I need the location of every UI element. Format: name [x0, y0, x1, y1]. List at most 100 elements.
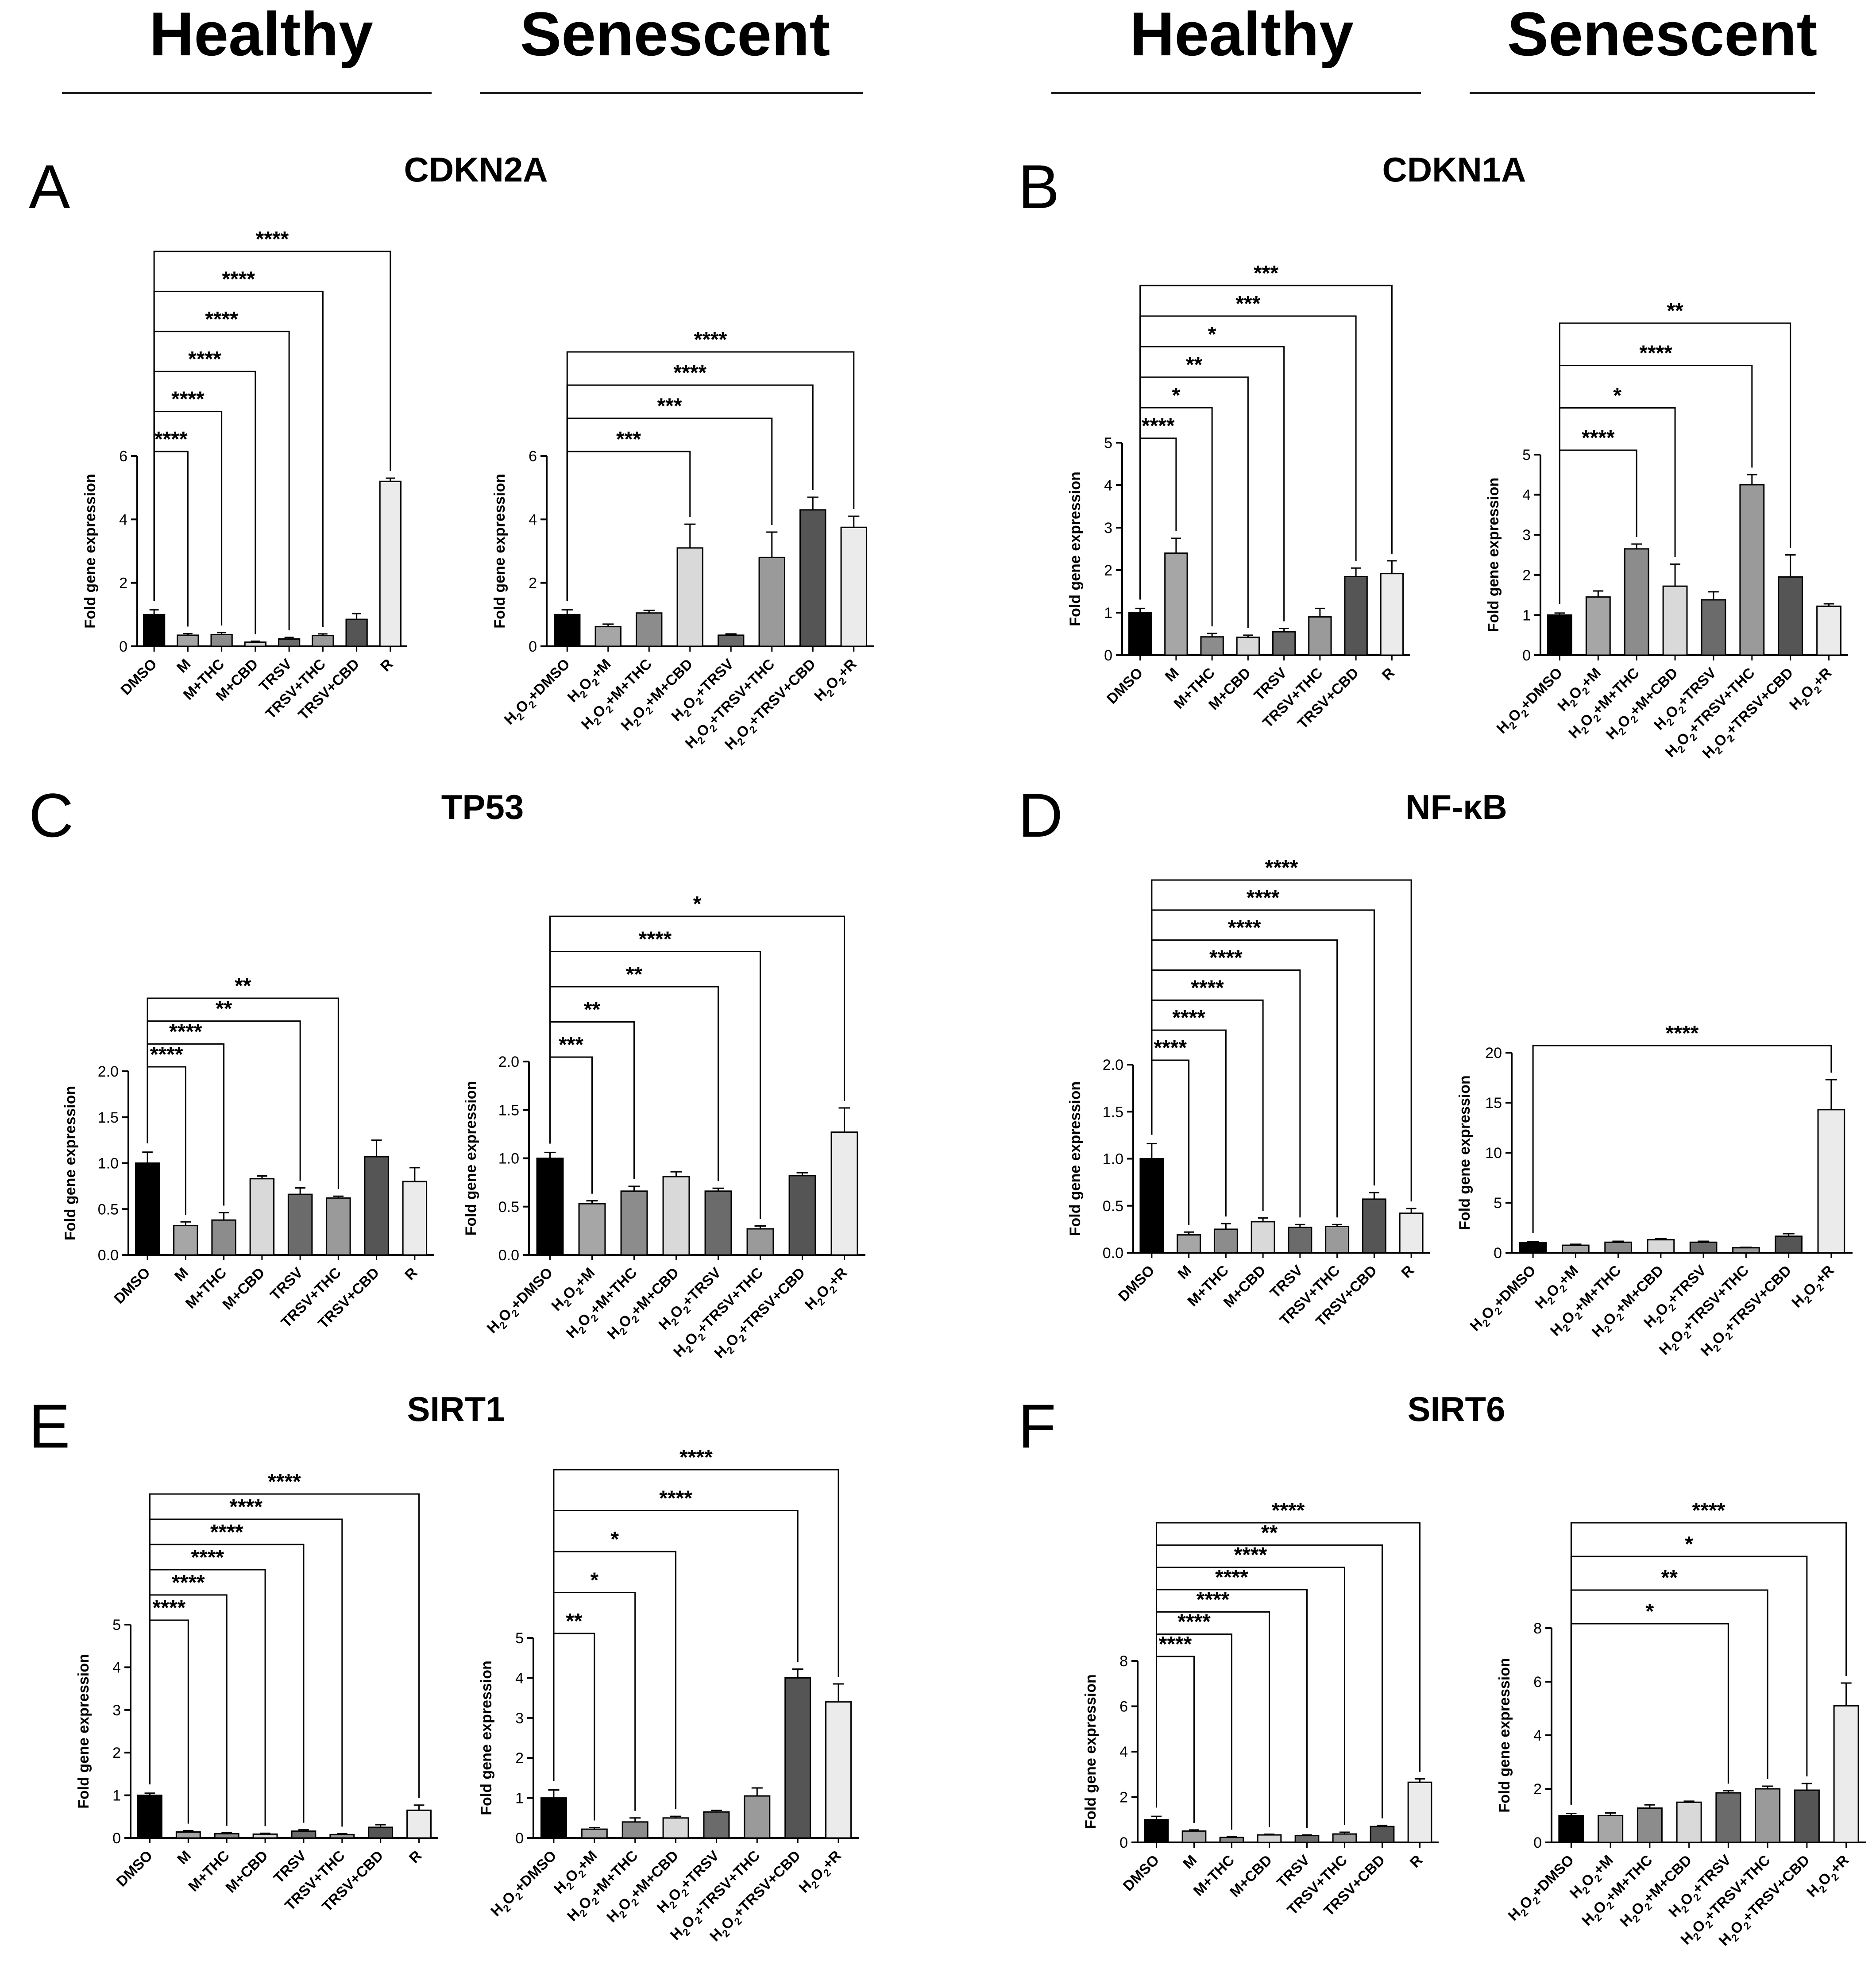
significance-label: **** [1234, 1544, 1267, 1567]
bar [278, 638, 301, 647]
significance-label: ** [584, 998, 601, 1022]
x-tick-label: M [174, 656, 194, 676]
y-tick-label: 0.0 [1103, 1245, 1123, 1262]
x-tick-label: M [171, 1264, 192, 1285]
y-axis-label: Fold gene expression [82, 474, 99, 629]
significance-label: **** [153, 1596, 186, 1620]
bar [137, 1795, 162, 1839]
x-tick-label: R [377, 656, 396, 675]
y-tick-label: 6 [1119, 1699, 1128, 1715]
panel-letter: A [29, 152, 70, 221]
significance-bracket [1156, 1656, 1195, 1823]
bar [291, 1830, 317, 1839]
x-tick-label: DMSO [111, 1264, 153, 1307]
significance-label: **** [1692, 1499, 1725, 1522]
significance-bracket [149, 1493, 420, 1798]
chart-7: 0 5 10 15 20 Fold gene expression H2O2+DMSO H2O… [1456, 1022, 1853, 1359]
bar [312, 635, 334, 647]
x-tick-label: M+CBD [1220, 1262, 1269, 1311]
significance-label: **** [639, 928, 672, 951]
y-tick-label: 2 [515, 1750, 524, 1767]
chart-title: SIRT1 [407, 1390, 505, 1428]
significance-label: **** [1177, 1610, 1211, 1634]
y-tick-label: 15 [1485, 1095, 1502, 1112]
chart-title: NF-κB [1405, 788, 1507, 826]
x-tick-label: DMSO [117, 656, 160, 698]
x-tick-label: DMSO [1103, 664, 1146, 707]
chart-title: TP53 [441, 788, 524, 826]
y-tick-label: 6 [119, 448, 127, 465]
significance-label: **** [1154, 1036, 1187, 1060]
y-tick-label: 0.5 [1103, 1198, 1123, 1215]
bar [536, 1158, 564, 1256]
x-tick-label: DMSO [1115, 1262, 1158, 1305]
chart-title: SIRT6 [1407, 1390, 1505, 1428]
bar [1407, 1781, 1432, 1843]
bar [784, 1677, 811, 1839]
y-tick-label: 4 [515, 1670, 524, 1687]
y-tick-label: 2 [529, 575, 537, 592]
y-axis-label: Fold gene expression [1082, 1674, 1099, 1829]
significance-label: ** [1186, 353, 1203, 377]
x-tick-label: M [174, 1847, 194, 1868]
significance-label: *** [1235, 292, 1260, 316]
bar [1775, 1235, 1803, 1254]
bar [704, 1190, 732, 1256]
y-tick-label: 4 [1119, 1744, 1128, 1761]
bar [1624, 548, 1649, 656]
y-tick-label: 1.5 [98, 1109, 119, 1126]
bar [554, 614, 581, 647]
bar [1380, 573, 1404, 656]
significance-bracket [553, 1551, 677, 1810]
bar [1562, 1244, 1590, 1254]
bar [1219, 1837, 1244, 1843]
y-tick-label: 0.0 [98, 1247, 119, 1264]
y-tick-label: 0.5 [498, 1199, 519, 1216]
significance-bracket [1532, 1045, 1832, 1233]
y-tick-label: 5 [1494, 1195, 1502, 1212]
significance-bracket [1570, 1589, 1768, 1805]
significance-label: *** [559, 1033, 583, 1057]
header-left-senescent: Senescent [520, 0, 830, 69]
bar [1139, 1158, 1164, 1254]
significance-bracket [549, 915, 845, 1144]
y-tick-label: 0 [1533, 1834, 1542, 1851]
bar [244, 641, 267, 647]
bar [287, 1193, 313, 1256]
significance-label: **** [229, 1495, 262, 1519]
bar [1585, 596, 1611, 656]
significance-label: **** [1247, 886, 1280, 910]
bar [1833, 1705, 1859, 1843]
y-tick-label: 3 [515, 1710, 524, 1727]
bar [620, 1190, 648, 1256]
bar [1128, 612, 1152, 656]
bar [1604, 1241, 1632, 1254]
bar [1177, 1234, 1201, 1254]
bar [1778, 576, 1803, 656]
significance-bracket [1151, 999, 1264, 1211]
bar [1362, 1198, 1386, 1254]
significance-label: **** [188, 347, 221, 371]
significance-bracket [1156, 1522, 1421, 1808]
y-tick-label: 1.0 [498, 1151, 519, 1167]
bar [788, 1175, 816, 1256]
panel-letter: C [29, 780, 73, 850]
chart-title: CDKN1A [1382, 150, 1526, 189]
x-tick-label: H2O2+DMSO [483, 1264, 558, 1339]
bar [1701, 599, 1726, 656]
bar [406, 1809, 432, 1839]
significance-label: **** [659, 1487, 692, 1510]
y-tick-label: 5 [112, 1617, 121, 1633]
x-tick-label: M [1174, 1262, 1195, 1282]
y-axis-label: Fold gene expression [75, 1654, 92, 1809]
bar [1236, 637, 1260, 656]
significance-label: **** [1215, 1566, 1248, 1589]
bar [581, 1828, 608, 1839]
bar [578, 1203, 606, 1256]
